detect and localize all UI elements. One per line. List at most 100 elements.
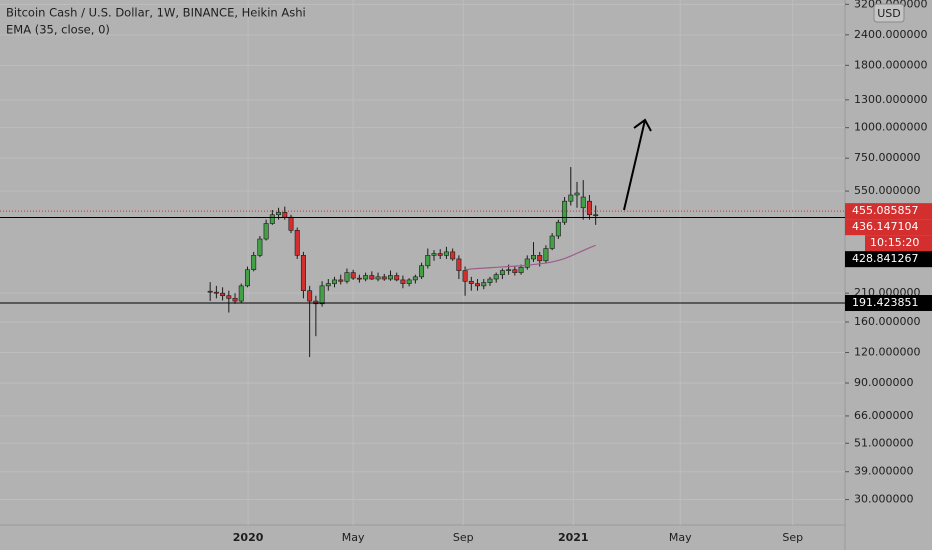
candle-body [257, 238, 263, 256]
candle-body [512, 269, 518, 273]
y-tick-label: 39.000000 [854, 465, 914, 478]
candle-body [450, 251, 456, 260]
candle-body [307, 290, 313, 302]
y-tick-label: 550.000000 [854, 184, 920, 197]
candle-body [388, 275, 393, 280]
candle-body [207, 290, 213, 293]
candle-body [481, 282, 487, 287]
x-tick-label: Sep [782, 531, 803, 544]
candle-body [456, 258, 462, 271]
candle-body [300, 255, 306, 291]
x-tick-label: May [669, 531, 692, 544]
y-tick-label: 66.000000 [854, 409, 914, 422]
candle-body [412, 276, 418, 281]
candle-body [251, 255, 257, 271]
candle-body [282, 212, 288, 218]
plot [0, 167, 845, 358]
y-tick-label: 750.000000 [854, 151, 920, 164]
candle-body [555, 221, 561, 237]
currency-button[interactable]: USD [877, 7, 901, 20]
candle-body [518, 267, 524, 273]
candle-body [543, 248, 549, 262]
chart-title: Bitcoin Cash / U.S. Dollar, 1W, BINANCE,… [6, 6, 306, 20]
candle-body [369, 275, 375, 280]
candle-body [276, 212, 282, 216]
y-tick-label: 51.000000 [854, 436, 914, 449]
candle-body [462, 270, 468, 282]
countdown-bg [865, 235, 932, 252]
candle-body [263, 223, 269, 240]
price-label-bg [845, 203, 932, 220]
price-label: 455.085857 [852, 204, 918, 217]
y-tick-label: 1800.000000 [854, 58, 927, 71]
candle-body [531, 255, 536, 260]
currency-button-bg[interactable] [873, 3, 905, 23]
candle-body [537, 255, 543, 262]
candle-body [562, 200, 568, 223]
candle-body [288, 216, 294, 231]
y-tick-label: 120.000000 [854, 346, 920, 359]
price-label-bg [845, 251, 932, 268]
y-tick-label: 90.000000 [854, 376, 914, 389]
candle-body [338, 279, 344, 282]
arrow-annotation [623, 118, 652, 211]
grid [0, 0, 845, 525]
price-label-bg [845, 295, 932, 312]
candle-body [213, 291, 219, 294]
candle-body [226, 295, 232, 299]
y-tick-label: 160.000000 [854, 315, 920, 328]
y-tick-label: 1300.000000 [854, 93, 927, 106]
candle-body [232, 298, 238, 302]
price-label: 428.841267 [852, 252, 918, 265]
candle-body [419, 265, 425, 278]
candle-body [586, 200, 592, 216]
axis: 3200.0000002400.0000001800.0000001300.00… [233, 0, 932, 544]
x-tick-label: Sep [453, 531, 474, 544]
candle-body [593, 214, 599, 217]
y-tick-label: 1000.000000 [854, 121, 927, 134]
candle-body [238, 285, 244, 302]
candle-body [394, 275, 400, 281]
candle-body [524, 258, 530, 268]
candle-body [375, 276, 381, 280]
price-label-bg [845, 219, 932, 236]
price-label: 436.147104 [852, 220, 918, 233]
candle-body [220, 292, 226, 297]
candle-body [499, 270, 505, 275]
candle-body [363, 275, 369, 280]
candle-body [356, 277, 362, 280]
candle-body [269, 214, 275, 224]
candle-body [475, 283, 481, 287]
candle-body [381, 276, 387, 280]
candle-body [487, 278, 493, 283]
candle-body [568, 194, 574, 202]
ema-line [465, 244, 596, 271]
candle-body [313, 300, 319, 305]
candle-body [506, 269, 512, 272]
candle-body [350, 272, 356, 279]
y-tick-label: 30.000000 [854, 493, 914, 506]
x-tick-label: 2021 [558, 531, 589, 544]
price-label: 191.423851 [852, 296, 918, 309]
candle-body [244, 269, 250, 287]
candle-body [332, 279, 337, 284]
candle-body [425, 255, 431, 267]
indicator-legend: EMA (35, close, 0) [6, 23, 110, 37]
candle-body [294, 229, 300, 256]
candle-body [319, 285, 325, 305]
candle-body [549, 235, 555, 249]
candle-body [580, 196, 586, 209]
x-tick-label: May [342, 531, 365, 544]
candle-body [468, 280, 474, 284]
candle-body [443, 251, 449, 256]
candle-body [406, 279, 412, 284]
y-tick-label: 2400.000000 [854, 28, 927, 41]
candle-body [493, 274, 499, 280]
candle-body [400, 279, 406, 284]
x-tick-label: 2020 [233, 531, 264, 544]
candle-body [344, 272, 350, 282]
candle-body [325, 283, 331, 287]
countdown: 10:15:20 [870, 236, 919, 249]
candle-body [431, 253, 437, 256]
